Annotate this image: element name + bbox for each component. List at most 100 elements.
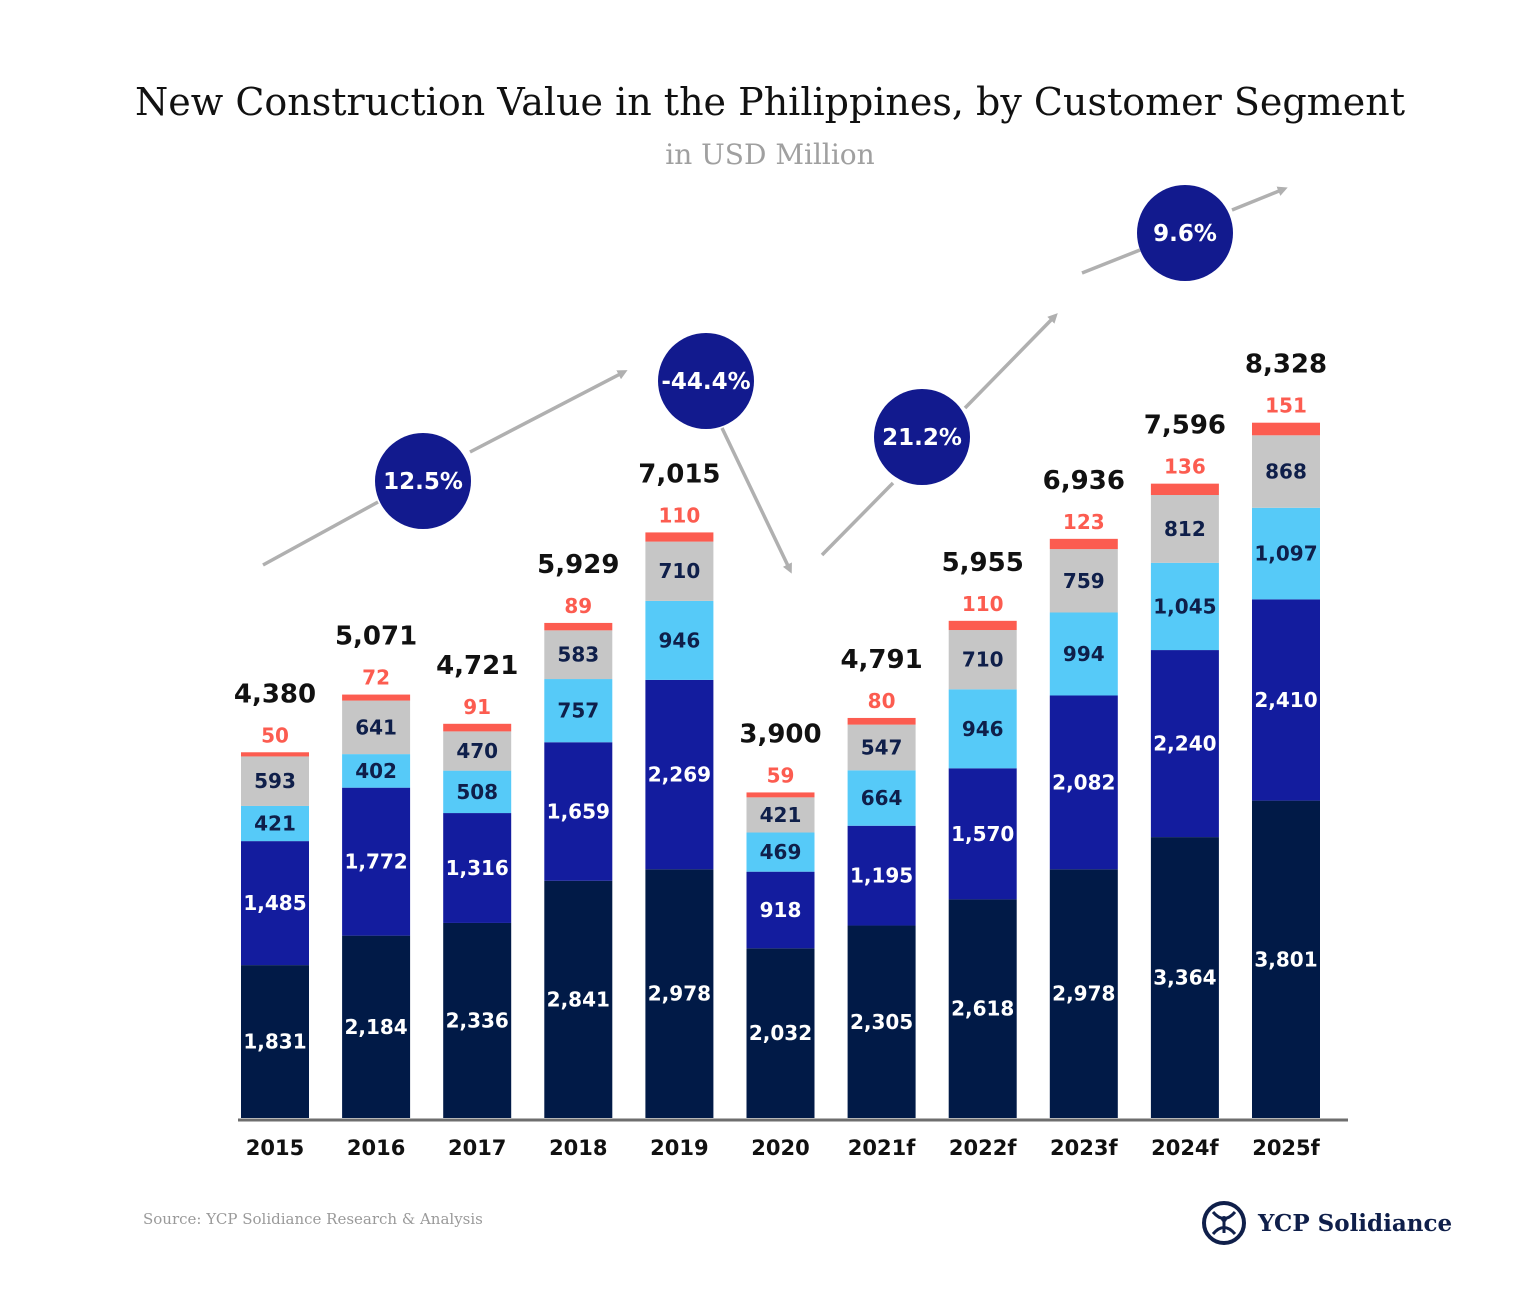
bar-segment	[847, 770, 916, 826]
growth-rate-label: -44.4%	[661, 369, 750, 395]
bar-segment	[847, 724, 916, 771]
bar-segment	[241, 841, 309, 966]
bar-segment	[1049, 538, 1118, 550]
bars-layer	[241, 422, 1320, 1118]
bar-segment	[342, 787, 411, 936]
growth-arrow	[1231, 186, 1288, 212]
data-label: 91	[463, 695, 491, 719]
data-label: 72	[362, 666, 390, 690]
data-label: 2,184	[344, 1015, 407, 1039]
data-label: 1,485	[243, 891, 306, 915]
bar-segment	[544, 630, 613, 680]
data-label: 1,097	[1254, 542, 1317, 566]
bar-segment	[241, 752, 309, 757]
bar-segment	[746, 832, 815, 872]
bar-segment	[746, 871, 815, 949]
data-label: 2,841	[547, 987, 610, 1011]
x-tick-label: 2025f	[1252, 1136, 1320, 1160]
data-label: 136	[1164, 455, 1206, 479]
data-label: 946	[962, 717, 1004, 741]
growth-arrow	[963, 313, 1058, 410]
bar-segment	[1150, 837, 1219, 1118]
bar-segment	[847, 925, 916, 1118]
data-label: 593	[254, 769, 296, 793]
data-label: 1,831	[243, 1030, 306, 1054]
bar-segment	[746, 948, 815, 1118]
growth-badge	[1137, 185, 1233, 281]
growth-badge	[658, 333, 754, 429]
total-label: 6,936	[1043, 466, 1125, 496]
bar-segment	[1049, 612, 1118, 696]
bar-segment	[1252, 507, 1320, 600]
x-tick-label: 2020	[751, 1136, 809, 1160]
data-label: 1,316	[446, 856, 509, 880]
ycp-logo-icon	[1202, 1201, 1246, 1245]
growth-rate-label: 12.5%	[383, 469, 463, 495]
bar-segment	[645, 541, 714, 601]
data-label: 1,045	[1153, 594, 1216, 618]
data-label: 2,618	[951, 997, 1014, 1021]
bar-segment	[1049, 869, 1118, 1118]
bar-segment	[1252, 599, 1320, 801]
data-label: 2,269	[648, 763, 711, 787]
data-label: 868	[1265, 460, 1307, 484]
data-label: 812	[1164, 517, 1206, 541]
arrows-layer	[262, 186, 1288, 574]
bar-segment	[241, 756, 309, 806]
bar-segment	[443, 813, 512, 923]
data-label: 664	[861, 786, 903, 810]
bar-segment	[645, 532, 714, 542]
growth-arrow	[1081, 248, 1141, 275]
bar-segment	[544, 679, 613, 743]
total-label: 5,071	[335, 622, 417, 652]
bar-segment	[948, 630, 1017, 690]
bar-segment	[1049, 695, 1118, 870]
data-label: 547	[861, 735, 903, 759]
data-label: 402	[355, 759, 397, 783]
data-label: 994	[1063, 642, 1105, 666]
data-label: 1,772	[344, 850, 407, 874]
bar-segment	[948, 768, 1017, 900]
x-tick-label: 2017	[448, 1136, 506, 1160]
data-label: 110	[962, 592, 1004, 616]
data-label: 1,195	[850, 864, 913, 888]
bar-segment	[342, 700, 411, 755]
total-label: 4,380	[234, 679, 316, 709]
bar-segment	[746, 797, 815, 833]
data-label: 710	[962, 648, 1004, 672]
total-label: 8,328	[1245, 350, 1327, 380]
total-label: 7,596	[1144, 411, 1226, 441]
bar-segment	[746, 792, 815, 798]
growth-badge	[874, 389, 970, 485]
data-label: 2,336	[446, 1008, 509, 1032]
data-label: 2,978	[1052, 982, 1115, 1006]
total-label: 4,791	[840, 645, 922, 675]
data-label: 710	[659, 559, 701, 583]
data-label: 110	[659, 503, 701, 527]
x-tick-label: 2022f	[949, 1136, 1017, 1160]
data-label: 2,305	[850, 1010, 913, 1034]
data-label: 2,240	[1153, 732, 1216, 756]
data-label: 2,032	[749, 1021, 812, 1045]
bar-segment	[443, 731, 512, 771]
bar-segment	[948, 689, 1017, 769]
data-label: 759	[1063, 569, 1105, 593]
data-label: 2,978	[648, 982, 711, 1006]
growth-arrow	[262, 500, 379, 567]
bar-segment	[1049, 549, 1118, 613]
growth-arrow	[720, 427, 792, 574]
chart-title: New Construction Value in the Philippine…	[134, 80, 1405, 124]
bar-segment	[443, 770, 512, 814]
x-tick-label: 2023f	[1050, 1136, 1118, 1160]
data-label: 583	[557, 643, 599, 667]
growth-rate-label: 21.2%	[882, 425, 962, 451]
data-label: 50	[261, 723, 289, 747]
x-tick-label: 2019	[650, 1136, 708, 1160]
data-label: 757	[557, 699, 599, 723]
growth-rate-label: 9.6%	[1153, 221, 1217, 247]
data-label: 1,659	[547, 800, 610, 824]
bar-segment	[948, 620, 1017, 631]
bar-segment	[544, 880, 613, 1118]
